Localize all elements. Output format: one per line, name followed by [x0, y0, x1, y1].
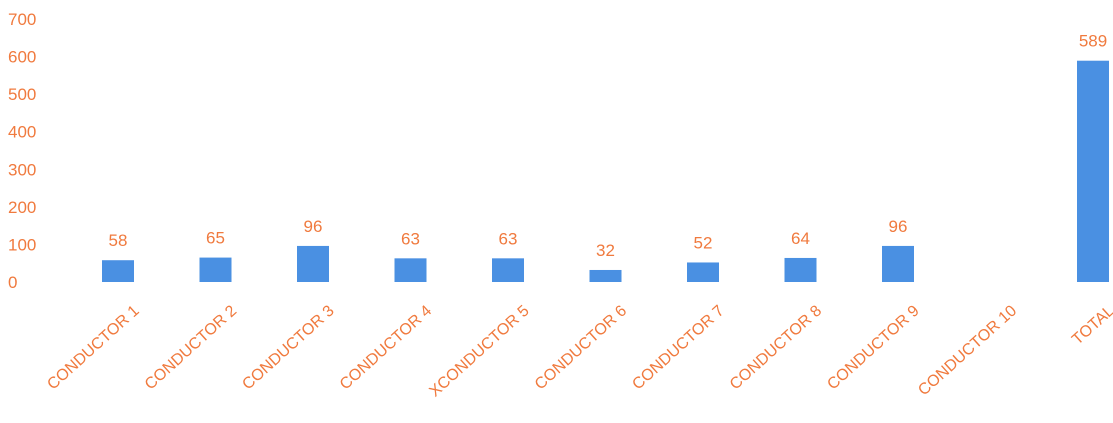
y-axis-ticks: 0 100 200 300 400 500 600 700 — [8, 10, 36, 292]
x-tick-label: CONDUCTOR 9 — [824, 302, 922, 393]
data-labels: 58 65 96 63 63 32 52 64 96 589 — [109, 32, 1108, 260]
x-axis-categories: CONDUCTOR 1 CONDUCTOR 2 CONDUCTOR 3 CONDUCT… — [44, 302, 1113, 400]
x-tick-label: CONDUCTOR 10 — [915, 302, 1020, 399]
x-tick-label: CONDUCTOR 6 — [532, 302, 630, 393]
data-label: 63 — [401, 229, 420, 248]
data-label: 63 — [499, 229, 518, 248]
x-tick-label: CONDUCTOR 3 — [239, 302, 337, 393]
bar — [1077, 60, 1109, 282]
data-label: 52 — [694, 233, 713, 252]
x-tick-label: TOTAL — [1069, 302, 1113, 348]
bar — [492, 258, 524, 282]
bar — [199, 257, 232, 282]
data-label: 32 — [596, 241, 615, 260]
y-tick-label: 400 — [8, 123, 36, 142]
data-label: 58 — [109, 231, 128, 250]
y-tick-label: 200 — [8, 198, 36, 217]
y-tick-label: 0 — [8, 273, 17, 292]
bar — [102, 260, 134, 282]
data-label: 589 — [1079, 32, 1107, 51]
x-tick-label: CONDUCTOR 1 — [44, 302, 142, 393]
x-tick-label: CONDUCTOR 4 — [337, 302, 435, 393]
x-tick-label: XCONDUCTOR 5 — [426, 302, 532, 400]
bar — [394, 258, 427, 282]
x-tick-label: CONDUCTOR 7 — [629, 302, 727, 393]
data-label: 96 — [889, 217, 908, 236]
bar — [589, 269, 622, 282]
bar — [297, 245, 329, 282]
data-label: 64 — [791, 229, 810, 248]
x-tick-label: CONDUCTOR 8 — [727, 302, 825, 393]
bar — [882, 245, 914, 282]
bar — [687, 262, 719, 282]
y-tick-label: 500 — [8, 85, 36, 104]
data-label: 65 — [206, 229, 225, 248]
y-tick-label: 700 — [8, 10, 36, 29]
y-tick-label: 100 — [8, 235, 36, 254]
y-tick-label: 600 — [8, 48, 36, 67]
x-tick-label: CONDUCTOR 2 — [142, 302, 240, 393]
bar — [784, 257, 817, 282]
bars — [102, 60, 1109, 282]
data-label: 96 — [304, 217, 323, 236]
y-tick-label: 300 — [8, 160, 36, 179]
